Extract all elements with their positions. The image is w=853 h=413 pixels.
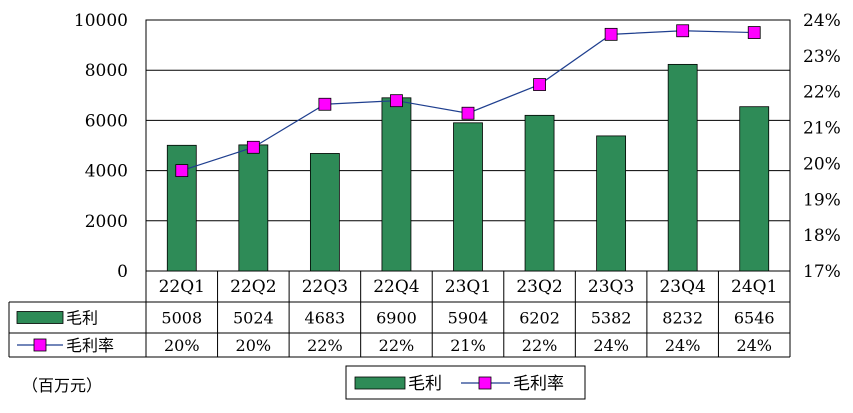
- table-cell: 20%: [236, 336, 272, 355]
- table-cell: 24%: [736, 336, 772, 355]
- legend-bar-label: 毛利: [408, 374, 442, 394]
- category-label: 23Q1: [445, 277, 491, 297]
- line-marker: [533, 78, 546, 91]
- line-marker: [747, 26, 761, 39]
- bar: [238, 144, 269, 272]
- table-cell: 5382: [591, 309, 632, 328]
- table-cell: 5904: [448, 309, 489, 328]
- bar: [667, 63, 698, 272]
- bar: [596, 135, 627, 272]
- legend-marker-key: [478, 376, 492, 390]
- right-tick-label: 24%: [803, 11, 841, 31]
- line-marker: [461, 106, 475, 120]
- category-label: 23Q4: [659, 277, 705, 297]
- category-label: 22Q3: [302, 277, 348, 297]
- category-label: 22Q4: [373, 277, 419, 297]
- row-label: 毛利率: [66, 336, 114, 355]
- bar: [381, 97, 412, 272]
- table-cell: 5008: [161, 309, 202, 328]
- left-tick-label: 0: [117, 262, 128, 282]
- right-tick-label: 20%: [803, 154, 841, 174]
- line-marker: [604, 27, 618, 41]
- table-cell: 6202: [519, 309, 560, 328]
- table-cell: 6546: [734, 309, 775, 328]
- right-tick-label: 17%: [803, 262, 841, 282]
- table-cell: 20%: [164, 336, 200, 355]
- left-tick-label: 4000: [85, 162, 128, 182]
- row-label: 毛利: [66, 309, 98, 328]
- category-label: 22Q2: [230, 277, 276, 297]
- left-tick-label: 6000: [85, 111, 128, 131]
- table-cell: 24%: [593, 336, 629, 355]
- right-tick-label: 18%: [803, 226, 841, 246]
- right-tick-label: 21%: [803, 119, 841, 139]
- right-tick-label: 23%: [803, 47, 841, 67]
- category-label: 24Q1: [731, 277, 777, 297]
- right-axis: 17% 18% 19% 20% 21% 22% 23% 24%: [803, 11, 841, 282]
- marker-legend-key: [33, 338, 47, 352]
- bar: [309, 153, 340, 272]
- right-tick-label: 22%: [803, 83, 841, 103]
- line-marker: [676, 24, 690, 38]
- bar-series: [166, 63, 770, 272]
- line-marker: [246, 140, 260, 154]
- table-cell: 22%: [379, 336, 415, 355]
- left-tick-label: 8000: [85, 61, 128, 81]
- bar: [524, 114, 555, 272]
- unit-label: （百万元）: [22, 376, 102, 395]
- category-label: 23Q2: [516, 277, 562, 297]
- category-label: 22Q1: [159, 277, 205, 297]
- table-cell: 8232: [662, 309, 703, 328]
- bar: [739, 106, 770, 272]
- table-cell: 5024: [233, 309, 274, 328]
- left-tick-label: 2000: [85, 212, 128, 232]
- bar: [166, 144, 197, 272]
- marker-series: [175, 24, 761, 178]
- table-cell: 6900: [376, 309, 417, 328]
- data-table: 22Q1 22Q2 22Q3 22Q4 23Q1 23Q2 23Q3 23Q4 24Q1 毛利 50…: [8, 271, 791, 358]
- table-cell: 24%: [665, 336, 701, 355]
- line-marker: [318, 97, 332, 111]
- line-marker: [390, 94, 403, 108]
- legend-bar-key: [354, 376, 406, 390]
- bar: [453, 122, 483, 272]
- legend-line-label: 毛利率: [513, 374, 564, 394]
- left-axis: 0 2000 4000 6000 8000 10000: [74, 11, 128, 282]
- bar-legend-key: [16, 311, 64, 324]
- legend: 毛利 毛利率: [345, 365, 586, 400]
- table-cell: 4683: [305, 309, 346, 328]
- left-tick-label: 10000: [74, 11, 128, 31]
- table-cell: 22%: [522, 336, 558, 355]
- line-marker: [175, 164, 189, 178]
- category-label: 23Q3: [588, 277, 634, 297]
- table-cell: 21%: [450, 336, 486, 355]
- table-cell: 22%: [307, 336, 343, 355]
- right-tick-label: 19%: [803, 190, 841, 210]
